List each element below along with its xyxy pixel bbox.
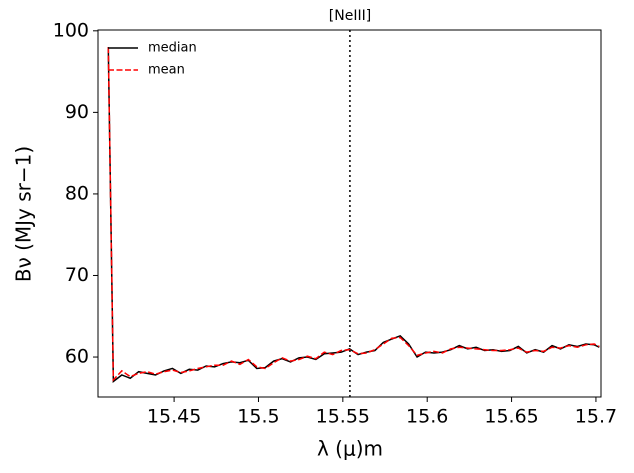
plot-frame [97,29,602,398]
x-axis-label: λ (μ)m [317,437,383,461]
series-line [107,47,600,384]
y-axis-label: Bν (MJy sr−1) [12,146,36,282]
y-tick-label: 80 [65,182,89,204]
x-tick-label: 15.5 [237,406,279,428]
y-tick-label: 100 [53,19,89,41]
x-tick-label: 15.6 [406,406,448,428]
legend-label: median [148,41,197,56]
x-tick-label: 15.45 [147,406,201,428]
y-tick-label: 70 [65,264,89,286]
x-tick-label: 15.55 [316,406,370,428]
x-tick-label: 15.7 [575,406,617,428]
x-tick-label: 15.65 [484,406,538,428]
series-line [107,47,600,382]
y-tick-label: 90 [65,101,89,123]
chart-title: [NeIII] [329,8,371,24]
legend-label: mean [148,63,185,78]
y-tick-label: 60 [65,346,89,368]
